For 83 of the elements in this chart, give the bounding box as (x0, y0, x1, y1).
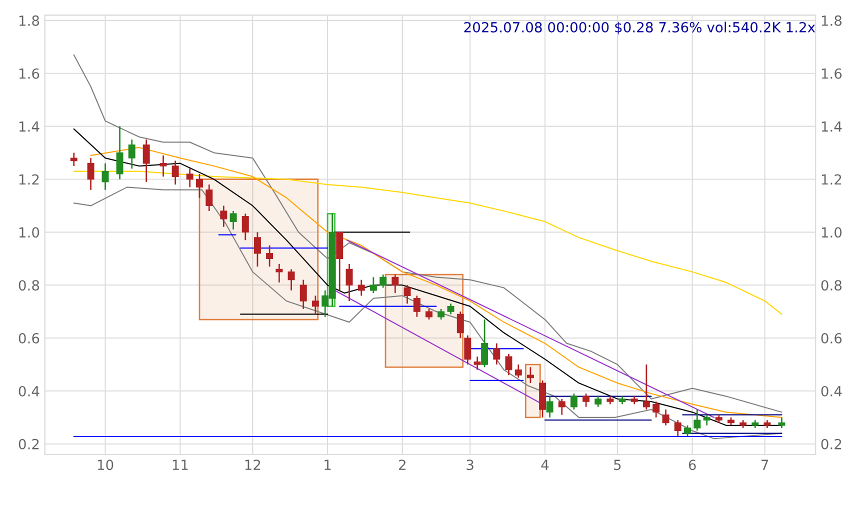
candlestick (196, 173, 203, 198)
x-tick-label: 6 (688, 460, 696, 470)
candlestick (438, 308, 445, 320)
candlestick (172, 160, 179, 186)
candlestick (87, 157, 94, 191)
y-tick-label: 0.8 (18, 280, 40, 291)
candlestick (778, 416, 786, 429)
y-tick-label: 0.4 (18, 386, 40, 396)
candlestick (594, 396, 602, 408)
candlestick (426, 308, 432, 320)
x-tick-label: 7 (762, 460, 768, 470)
candlestick (300, 279, 307, 310)
candlestick (266, 244, 274, 268)
candlestick (276, 263, 283, 284)
candlestick (558, 398, 566, 416)
candlestick (160, 154, 167, 178)
chart-title: 2025.07.08 00:00:00 $0.28 7.36% vol:540.2K 1.2x (464, 22, 816, 34)
candlestick (493, 342, 500, 366)
candlestick (230, 210, 237, 230)
candlestick (116, 126, 124, 180)
candlestick (142, 138, 150, 183)
candlestick (413, 295, 420, 318)
x-tick-label: 10 (98, 460, 114, 470)
candlestick (456, 310, 464, 339)
y2-tick-label: 1.2 (822, 174, 842, 185)
candlestick (220, 205, 228, 228)
candlestick (642, 364, 650, 410)
candlestick (526, 366, 534, 384)
y-tick-label: 1.0 (19, 227, 40, 238)
candlestick (102, 162, 109, 191)
candlestick (288, 268, 295, 292)
candlestick (447, 302, 454, 315)
y2-tick-label: 1.4 (822, 121, 842, 132)
y-tick-label: 1.6 (19, 68, 40, 79)
candlestick (684, 424, 691, 437)
candlestick (514, 364, 522, 378)
candlestick (254, 231, 261, 268)
candlestick (128, 138, 136, 170)
y-tick-label: 1.4 (19, 121, 40, 132)
candlestick (404, 284, 411, 304)
y2-tick-label: 1.8 (822, 15, 842, 26)
candlestick (392, 274, 399, 294)
x-tick-label: 3 (466, 460, 474, 470)
candlestick (358, 279, 365, 296)
x-tick-label: 12 (245, 460, 260, 470)
y-tick-label: 0.2 (18, 438, 39, 450)
x-tick-label: 1 (324, 460, 331, 470)
y2-tick-label: 1.0 (822, 227, 842, 238)
candlestick (652, 400, 660, 418)
y-tick-label: 1.2 (19, 174, 39, 185)
candlestick (312, 295, 319, 315)
x-tick-label: 2 (399, 460, 406, 470)
candlestick (70, 152, 78, 167)
line-series (73, 170, 782, 315)
candlestick (582, 392, 590, 408)
candlestick (662, 408, 670, 426)
candlestick (380, 274, 387, 288)
candlestick (370, 276, 377, 294)
y2-tick-label: 0.2 (821, 438, 842, 450)
y-tick-label: 0.6 (18, 333, 40, 344)
candlestick (481, 318, 488, 368)
candlestick (570, 392, 578, 410)
line-series (73, 186, 782, 440)
y2-tick-label: 0.4 (821, 386, 842, 396)
candlestick (694, 408, 701, 432)
x-tick-label: 5 (614, 460, 621, 470)
line-series (73, 54, 782, 413)
y2-tick-label: 1.6 (822, 68, 842, 79)
y2-tick-label: 0.6 (821, 333, 842, 344)
candlestick (206, 184, 213, 212)
candlestick (546, 396, 554, 418)
candlestick (464, 334, 472, 366)
candlestick (186, 168, 194, 188)
candlestick (703, 414, 710, 426)
y2-tick-label: 0.8 (821, 280, 842, 291)
candlestick (474, 356, 481, 370)
candlestick (346, 263, 353, 302)
x-tick-label: 11 (172, 460, 188, 470)
candlestick (505, 353, 512, 376)
candlestick (674, 419, 682, 437)
candlestick (242, 212, 249, 241)
x-tick-label: 4 (541, 460, 549, 470)
y-tick-label: 1.8 (19, 15, 40, 26)
